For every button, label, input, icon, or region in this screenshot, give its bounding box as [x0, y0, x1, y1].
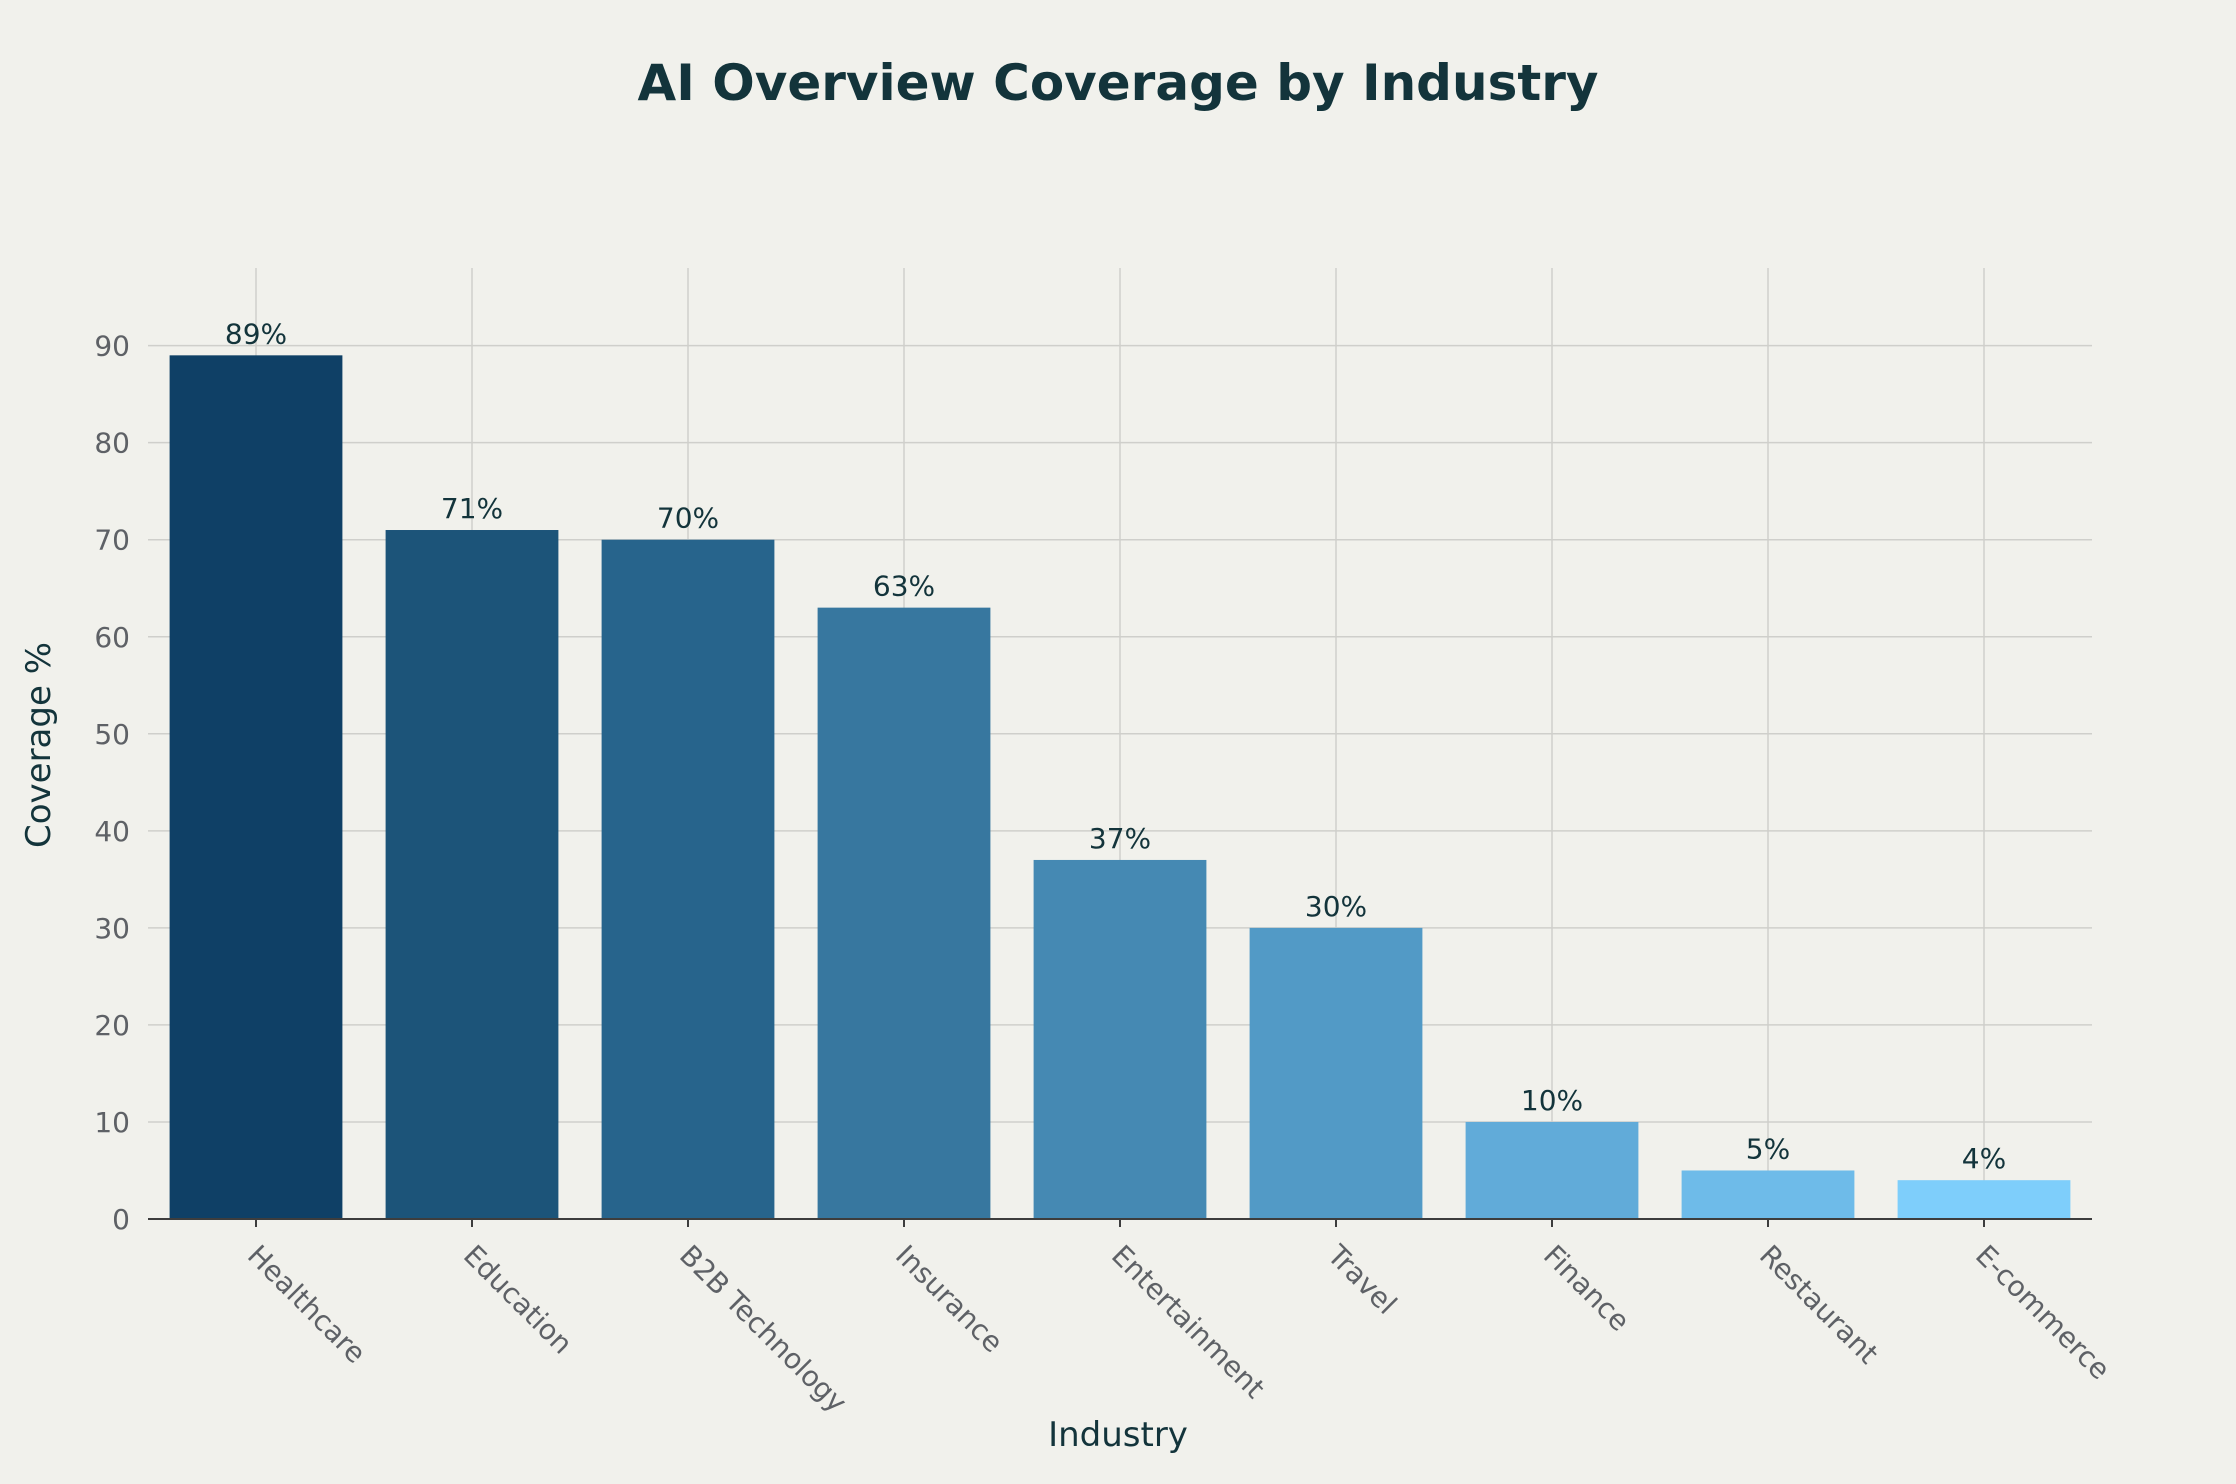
data-label: 5% — [1746, 1132, 1790, 1165]
x-tick-label: Restaurant — [1753, 1239, 1885, 1371]
x-tick-label: B2B Technology — [673, 1239, 853, 1419]
bar-finance[interactable] — [1465, 1121, 1639, 1219]
bar-restaurant[interactable] — [1681, 1170, 1855, 1219]
data-label: 70% — [657, 502, 719, 535]
data-label: 4% — [1962, 1142, 2006, 1175]
y-axis-title: Coverage % — [19, 642, 59, 848]
bar-layer — [169, 355, 2071, 1219]
x-tick-label: Healthcare — [241, 1239, 372, 1370]
y-tick-label: 40 — [94, 815, 130, 848]
data-label: 37% — [1089, 822, 1151, 855]
x-tick-label: E-commerce — [1969, 1239, 2117, 1387]
y-tick-label: 0 — [112, 1203, 130, 1236]
y-tick-label: 70 — [94, 524, 130, 557]
data-label: 10% — [1521, 1084, 1583, 1117]
bar-b2b-technology[interactable] — [601, 539, 775, 1219]
x-tick-label: Travel — [1320, 1238, 1403, 1321]
x-tick-label: Education — [457, 1239, 579, 1361]
bar-healthcare[interactable] — [169, 355, 343, 1219]
axis-layer — [148, 1218, 2092, 1227]
x-tick-label: Finance — [1537, 1239, 1636, 1338]
data-label: 89% — [225, 317, 287, 350]
bar-e-commerce[interactable] — [1897, 1180, 2071, 1219]
y-tick-label: 10 — [94, 1106, 130, 1139]
bar-insurance[interactable] — [817, 607, 991, 1219]
data-label: 30% — [1305, 890, 1367, 923]
x-tick-label: Entertainment — [1105, 1239, 1271, 1405]
x-tick-label: Insurance — [889, 1239, 1009, 1359]
y-tick-label: 60 — [94, 621, 130, 654]
bar-travel[interactable] — [1249, 927, 1423, 1219]
y-tick-label: 20 — [94, 1009, 130, 1042]
y-tick-label: 50 — [94, 718, 130, 751]
data-label: 71% — [441, 492, 503, 525]
x-axis-title: Industry — [1048, 1415, 1188, 1455]
y-tick-label: 80 — [94, 427, 130, 460]
y-tick-label: 90 — [94, 330, 130, 363]
bar-education[interactable] — [385, 530, 559, 1219]
chart-title: AI Overview Coverage by Industry — [638, 54, 1599, 112]
data-label: 63% — [873, 570, 935, 603]
bar-entertainment[interactable] — [1033, 859, 1207, 1219]
y-tick-label: 30 — [94, 912, 130, 945]
